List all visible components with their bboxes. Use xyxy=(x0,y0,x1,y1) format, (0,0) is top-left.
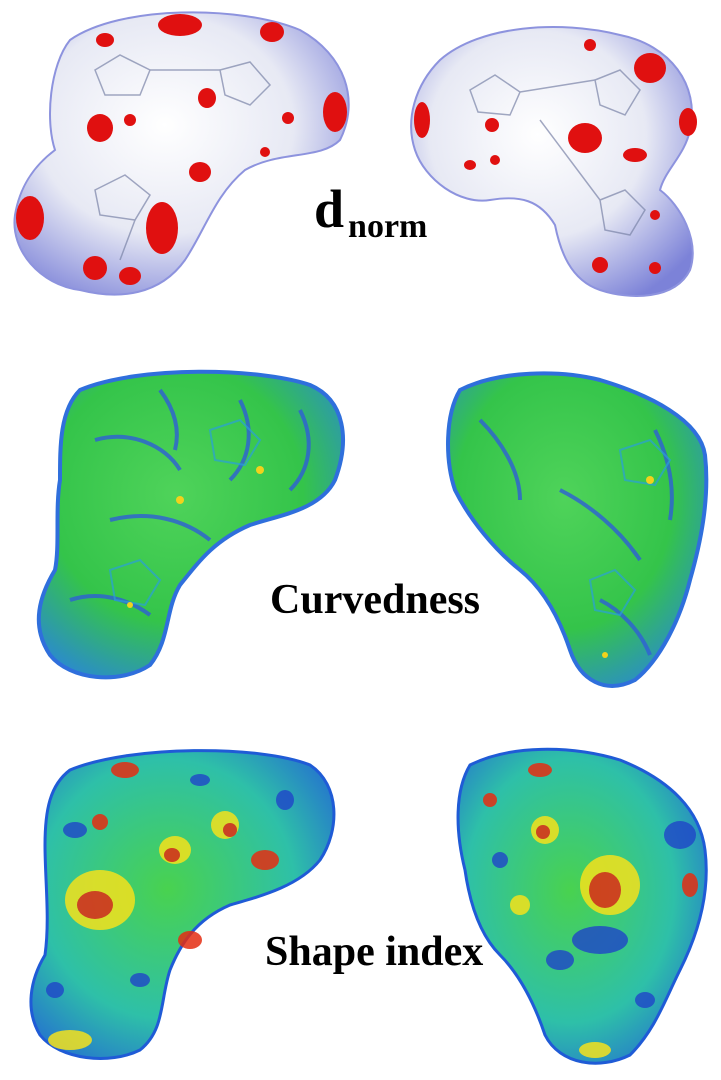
dnorm-label-main: d xyxy=(314,179,345,239)
dnorm-label-subscript: norm xyxy=(348,208,428,245)
contact-spot xyxy=(83,256,107,280)
shape-index-surface-right xyxy=(456,747,708,1065)
contact-spot xyxy=(623,148,647,162)
contact-spot xyxy=(634,53,666,83)
contact-spot xyxy=(282,112,294,124)
contact-spot xyxy=(485,118,499,132)
dnorm-surface-left xyxy=(13,11,350,296)
contact-spot xyxy=(650,210,660,220)
contact-spot xyxy=(124,114,136,126)
contact-spot xyxy=(158,14,202,36)
contact-spot xyxy=(96,33,114,47)
curvedness-surface-right xyxy=(446,371,709,688)
contact-spot xyxy=(490,155,500,165)
dnorm-label: d norm xyxy=(314,179,427,244)
contact-spot xyxy=(464,160,476,170)
contact-spot xyxy=(592,257,608,273)
contact-spot xyxy=(260,147,270,157)
contact-spot xyxy=(649,262,661,274)
contact-spot xyxy=(679,108,697,136)
contact-spot xyxy=(87,114,113,142)
contact-spot xyxy=(189,162,211,182)
curvedness-surface-left xyxy=(36,369,345,680)
contact-spot xyxy=(260,22,284,42)
shape-index-label: Shape index xyxy=(265,929,484,975)
shape-index-surface-left xyxy=(29,749,336,1060)
contact-spot xyxy=(16,196,44,240)
contact-spot xyxy=(568,123,602,153)
contact-spot xyxy=(323,92,347,132)
contact-spot xyxy=(198,88,216,108)
contact-spot xyxy=(584,39,596,51)
dnorm-surface-right xyxy=(410,26,697,297)
contact-spot xyxy=(146,202,178,254)
contact-spot xyxy=(414,102,430,138)
curvedness-label: Curvedness xyxy=(270,577,481,623)
contact-spot xyxy=(119,267,141,285)
